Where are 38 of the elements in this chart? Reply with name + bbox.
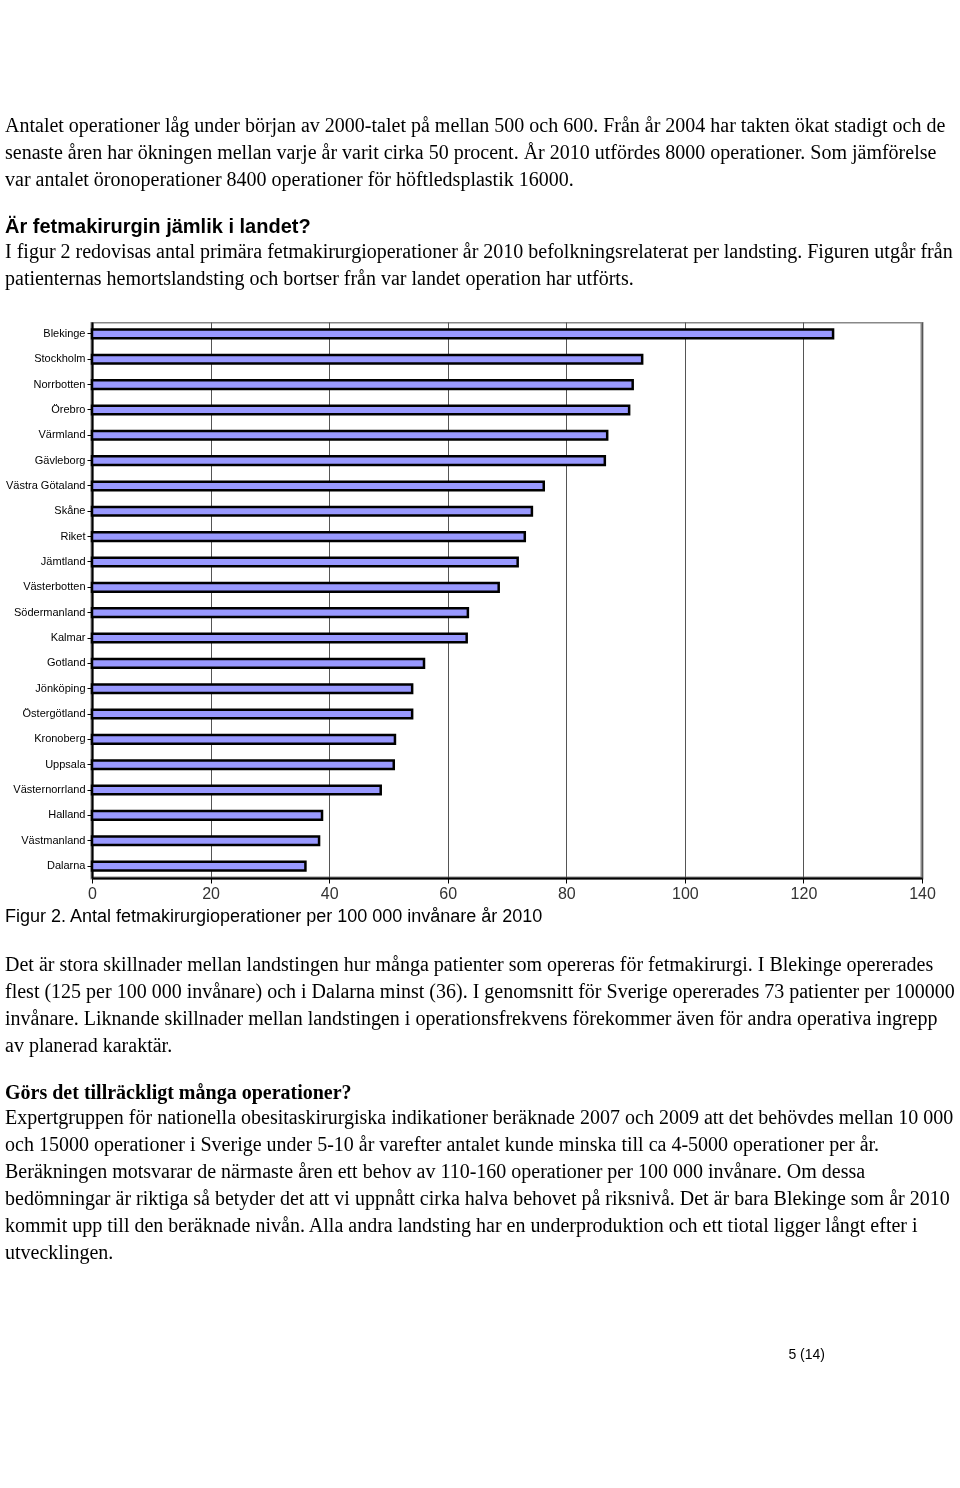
y-tick-label: Blekinge bbox=[43, 326, 86, 339]
text: Antalet operationer låg under början av 2000-talet på mellan 500 och 600. Från år 2004 har takten ökat stadigt och de senaste åren har ökningen mellan varje år varit cirka 50 procent. År 2010 utfördes 8000 operationer. Som jämförelse var antalet öronoperationer 8400 operationer för höftledsplastik 16000. bbox=[5, 113, 947, 193]
x-tick-label: 60 bbox=[439, 884, 458, 902]
text: Är fetmakirurgin jämlik i landet? bbox=[5, 215, 312, 238]
y-tick-label: Halland bbox=[48, 808, 86, 821]
x-tick-label: 0 bbox=[88, 884, 98, 902]
y-tick-label: Örebro bbox=[51, 402, 86, 415]
text: Figur 2. Antal fetmakirurgioperationer per 100 000 invånare år 2010 bbox=[5, 906, 544, 927]
y-tick-label: Västra Götaland bbox=[6, 478, 86, 491]
y-tick-label: Uppsala bbox=[45, 757, 87, 770]
text: Det är stora skillnader mellan landstingen hur många patienter som opereras för fetmakirurgi. I Blekinge opererades flest (125 per 100 000 invånare) och i Dalarna minst (36). I genomsnitt för Sverige opererades 73 patienter per 100000 invånare. Liknande skillnader mellan landstingen i operationsfrekvens förekommer även för andra operativa ingrepp av planerad karaktär. bbox=[5, 952, 955, 1059]
y-tick-label: Västernorrland bbox=[13, 783, 86, 796]
y-tick-label: Stockholm bbox=[34, 352, 86, 365]
y-tick-label: Västmanland bbox=[21, 833, 86, 846]
x-tick-label: 100 bbox=[672, 884, 699, 902]
y-tick-label: Kronoberg bbox=[34, 732, 86, 745]
y-tick-label: Norrbotten bbox=[33, 377, 86, 390]
text: Görs det tillräckligt många operationer? bbox=[5, 1081, 353, 1104]
y-tick-label: Jönköping bbox=[35, 681, 86, 694]
y-tick-label: Kalmar bbox=[50, 631, 86, 644]
y-tick-label: Gotland bbox=[46, 656, 86, 669]
y-tick-label: Östergötland bbox=[22, 707, 86, 720]
x-tick-label: 80 bbox=[557, 884, 576, 902]
y-tick-label: Södermanland bbox=[13, 605, 86, 618]
x-tick-label: 40 bbox=[320, 884, 339, 902]
y-tick-label: Värmland bbox=[38, 428, 86, 441]
text: I figur 2 redovisas antal primära fetmakirurgioperationer år 2010 befolkningsrelaterat per landsting. Figuren utgår från patienternas hemortslandsting och bortser från var landet operation har utförts. bbox=[5, 239, 954, 292]
y-tick-label: Riket bbox=[60, 529, 86, 542]
y-tick-label: Dalarna bbox=[46, 859, 87, 872]
y-tick-label: Gävleborg bbox=[34, 453, 86, 466]
x-tick-label: 120 bbox=[790, 884, 818, 902]
text: 5 (14) bbox=[787, 1346, 826, 1362]
x-tick-label: 20 bbox=[202, 884, 221, 902]
text: Expertgruppen för nationella obesitaskirurgiska indikationer beräknade 2007 och 2009 att det behövdes mellan 10 000 och 15000 operationer i Sverige under 5-10 år varefter antalet kunde minska till ca 4-5000 operationer per år. Beräkningen motsvarar de närmaste åren ett behov av 110-160 operationer per 100 000 invånare. Om dessa bedömningar är riktiga så betyder det att vi uppnått cirka halva behovet på riksnivå. Det är bara Blekinge som år 2010 kommit upp till den beräknade nivån. Alla andra landsting har en underproduktion och ett tiotal ligger långt efter i utvecklingen. bbox=[5, 1105, 955, 1266]
x-tick-label: 140 bbox=[909, 884, 936, 902]
y-tick-label: Jämtland bbox=[40, 554, 86, 567]
y-tick-label: Skåne bbox=[54, 504, 86, 517]
y-tick-label: Västerbotten bbox=[23, 580, 86, 593]
